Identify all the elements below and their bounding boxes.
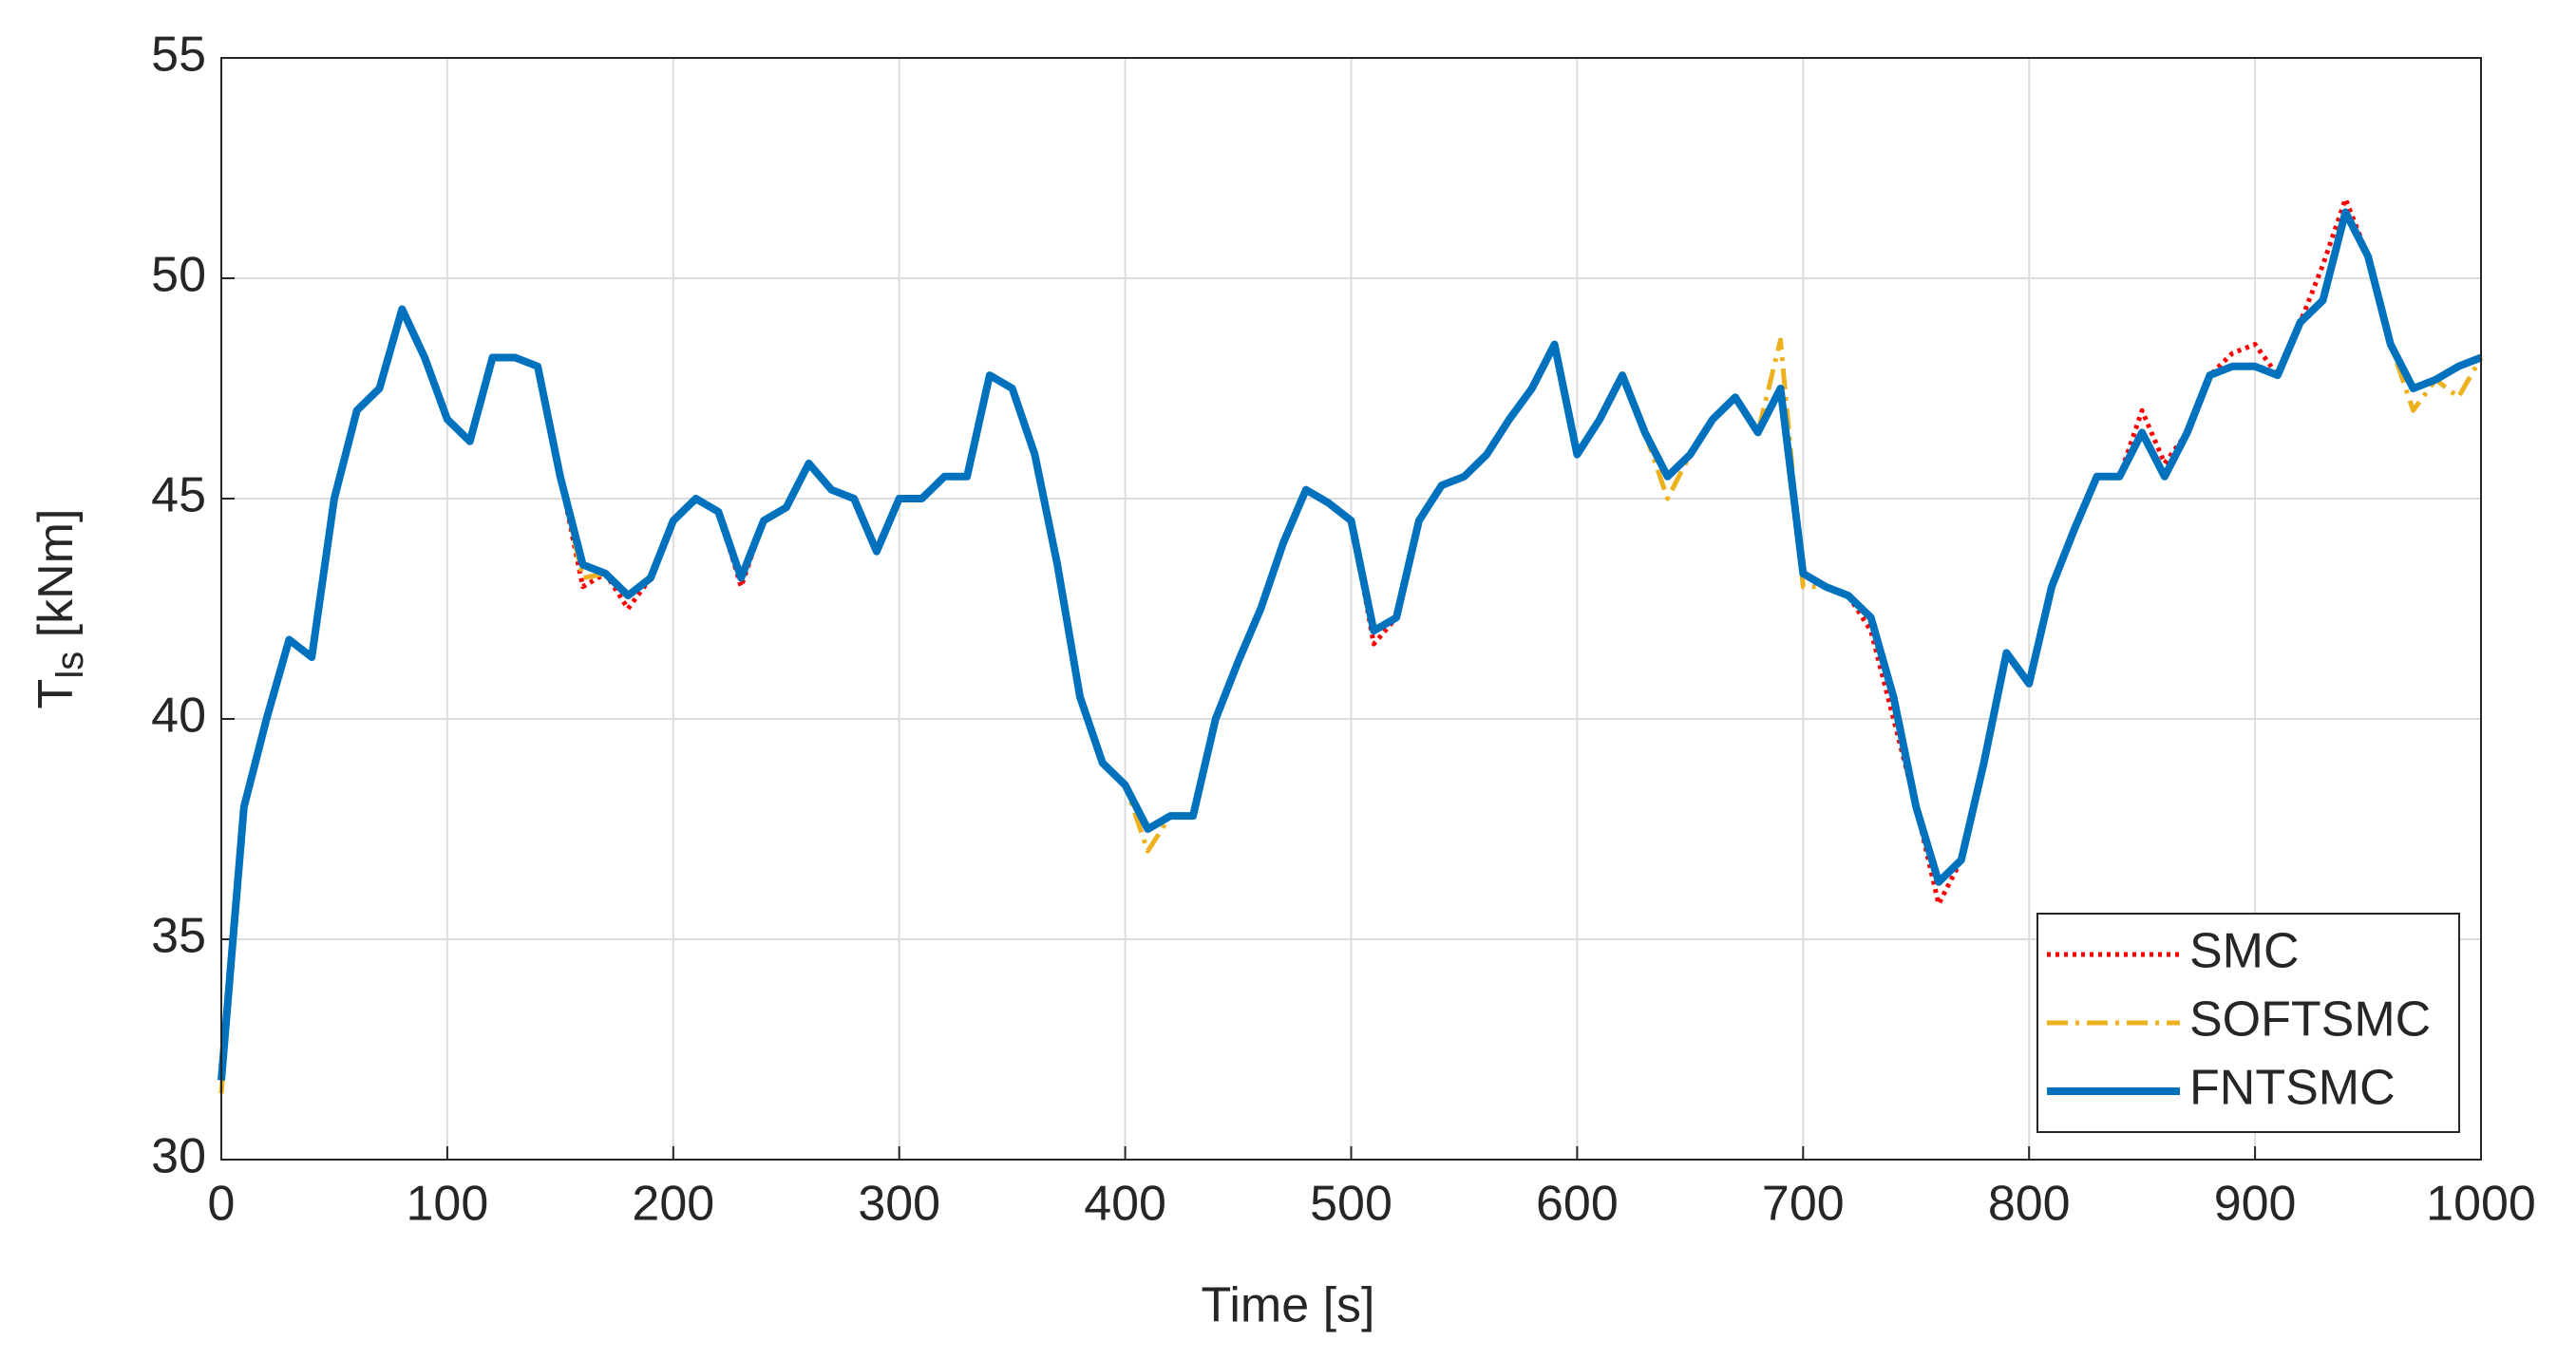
- x-tick-label: 400: [1084, 1177, 1166, 1232]
- series-line: [218, 208, 2483, 1081]
- y-axis-label: Tls [kNm]: [28, 509, 91, 709]
- legend-label: SOFTSMC: [2189, 992, 2431, 1048]
- y-tick-label: 40: [151, 689, 206, 744]
- x-tick-label: 1000: [2426, 1177, 2536, 1232]
- x-tick-label: 0: [208, 1177, 236, 1232]
- y-tick-label: 35: [151, 909, 206, 964]
- y-label-base: T: [28, 679, 84, 709]
- x-tick-label: 900: [2214, 1177, 2297, 1232]
- x-axis-label: Time [s]: [1202, 1278, 1375, 1333]
- x-tick-label: 500: [1310, 1177, 1392, 1232]
- x-tick-label: 800: [1988, 1177, 2071, 1232]
- y-tick-label: 45: [151, 468, 206, 523]
- x-tick-label: 200: [632, 1177, 714, 1232]
- y-label-sub: ls: [49, 652, 91, 679]
- y-label-rest: [kNm]: [28, 509, 84, 652]
- legend-label: FNTSMC: [2189, 1061, 2396, 1116]
- y-tick-label: 50: [151, 248, 206, 303]
- legend-label: SMC: [2189, 924, 2300, 979]
- x-tick-label: 600: [1536, 1177, 1619, 1232]
- y-tick-label: 30: [151, 1129, 206, 1184]
- plot-frame: [220, 57, 2482, 1161]
- x-tick-label: 300: [858, 1177, 940, 1232]
- x-tick-label: 100: [407, 1177, 489, 1232]
- y-tick-label: 55: [151, 28, 206, 83]
- x-tick-label: 700: [1762, 1177, 1845, 1232]
